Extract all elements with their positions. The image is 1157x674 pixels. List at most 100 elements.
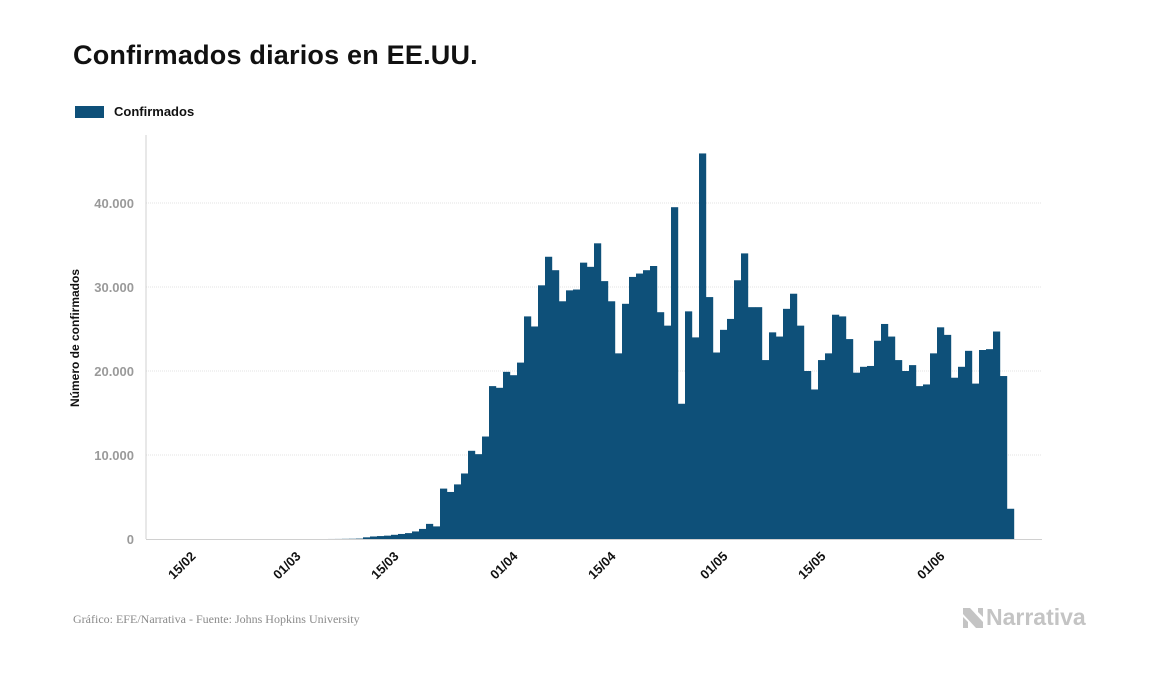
bar [622,303,630,539]
bar [615,353,623,539]
bar [412,531,420,539]
legend-swatch [75,105,104,118]
bar [748,307,756,539]
bar [860,366,868,539]
bar [580,262,588,539]
bar [825,353,833,539]
bar [937,327,945,539]
bar [867,365,875,539]
bar [755,307,763,539]
bar [608,301,616,539]
bar [461,473,469,539]
y-tick-label: 20.000 [94,364,134,379]
legend: Confirmados [75,104,194,119]
bar [685,311,693,539]
bar [398,533,406,539]
bar [510,375,518,539]
x-tick-label: 15/04 [585,548,619,582]
bar [804,371,812,539]
bar [405,533,413,539]
bar [909,365,917,539]
bar [839,316,847,539]
x-tick-label: 15/03 [368,549,402,583]
bar [475,454,483,539]
bar [881,323,889,539]
x-tick-label: 01/05 [697,549,731,583]
bar [454,484,462,539]
bar [440,488,448,539]
bar [958,366,966,539]
bar [874,340,882,539]
bar [713,352,721,539]
bar [559,301,567,539]
bar [776,336,784,539]
bar [979,350,987,539]
x-tick-label: 15/02 [165,549,199,583]
chart-title: Confirmados diarios en EE.UU. [73,40,478,70]
bar [797,325,805,539]
bar [419,528,427,539]
bar [587,266,595,539]
bar [699,153,707,539]
bars [328,153,1015,539]
bar [664,325,672,539]
bar [426,523,434,539]
legend-label: Confirmados [114,104,195,119]
bar [727,318,735,539]
bar [888,336,896,539]
bar [503,371,511,539]
bar [951,377,959,539]
bar [377,536,385,539]
bar [993,331,1001,539]
x-tick-label: 15/05 [795,549,829,583]
bar [986,349,994,539]
x-tick-label: 01/03 [270,549,304,583]
y-tick-label: 0 [127,532,134,547]
bar [678,403,686,539]
brand-name: Narrativa [986,604,1086,630]
bar [790,293,798,539]
bar [566,290,574,539]
bar [517,362,525,539]
bar [965,350,973,539]
bar [468,450,476,539]
bar [629,276,637,539]
brand-logo: Narrativa [963,604,1086,631]
bar [706,297,714,539]
x-tick-label: 01/04 [487,548,521,582]
bar [552,270,560,539]
bar [545,256,553,539]
bar [489,386,497,539]
bar [944,334,952,539]
bar [769,332,777,539]
bar [902,371,910,539]
bar [1007,508,1015,539]
bar [643,270,651,539]
bar [363,537,371,539]
bar [601,281,609,539]
bar [433,526,441,539]
bar [496,387,504,539]
bar [972,383,980,539]
bar [447,491,455,539]
bar [811,389,819,539]
y-tick-label: 30.000 [94,280,134,295]
bar [818,360,826,539]
bar [482,436,490,539]
bar [923,384,931,539]
bar [391,534,399,539]
bar [384,535,392,539]
bar [853,372,861,539]
bar [720,329,728,539]
y-tick-label: 40.000 [94,196,134,211]
bar [895,360,903,539]
bar [734,280,742,539]
bar [573,289,581,539]
bar [741,253,749,539]
bar [916,386,924,539]
y-axis-label: Número de confirmados [68,269,82,407]
bar [762,360,770,539]
bar [692,337,700,539]
narrativa-n-icon [963,607,983,628]
